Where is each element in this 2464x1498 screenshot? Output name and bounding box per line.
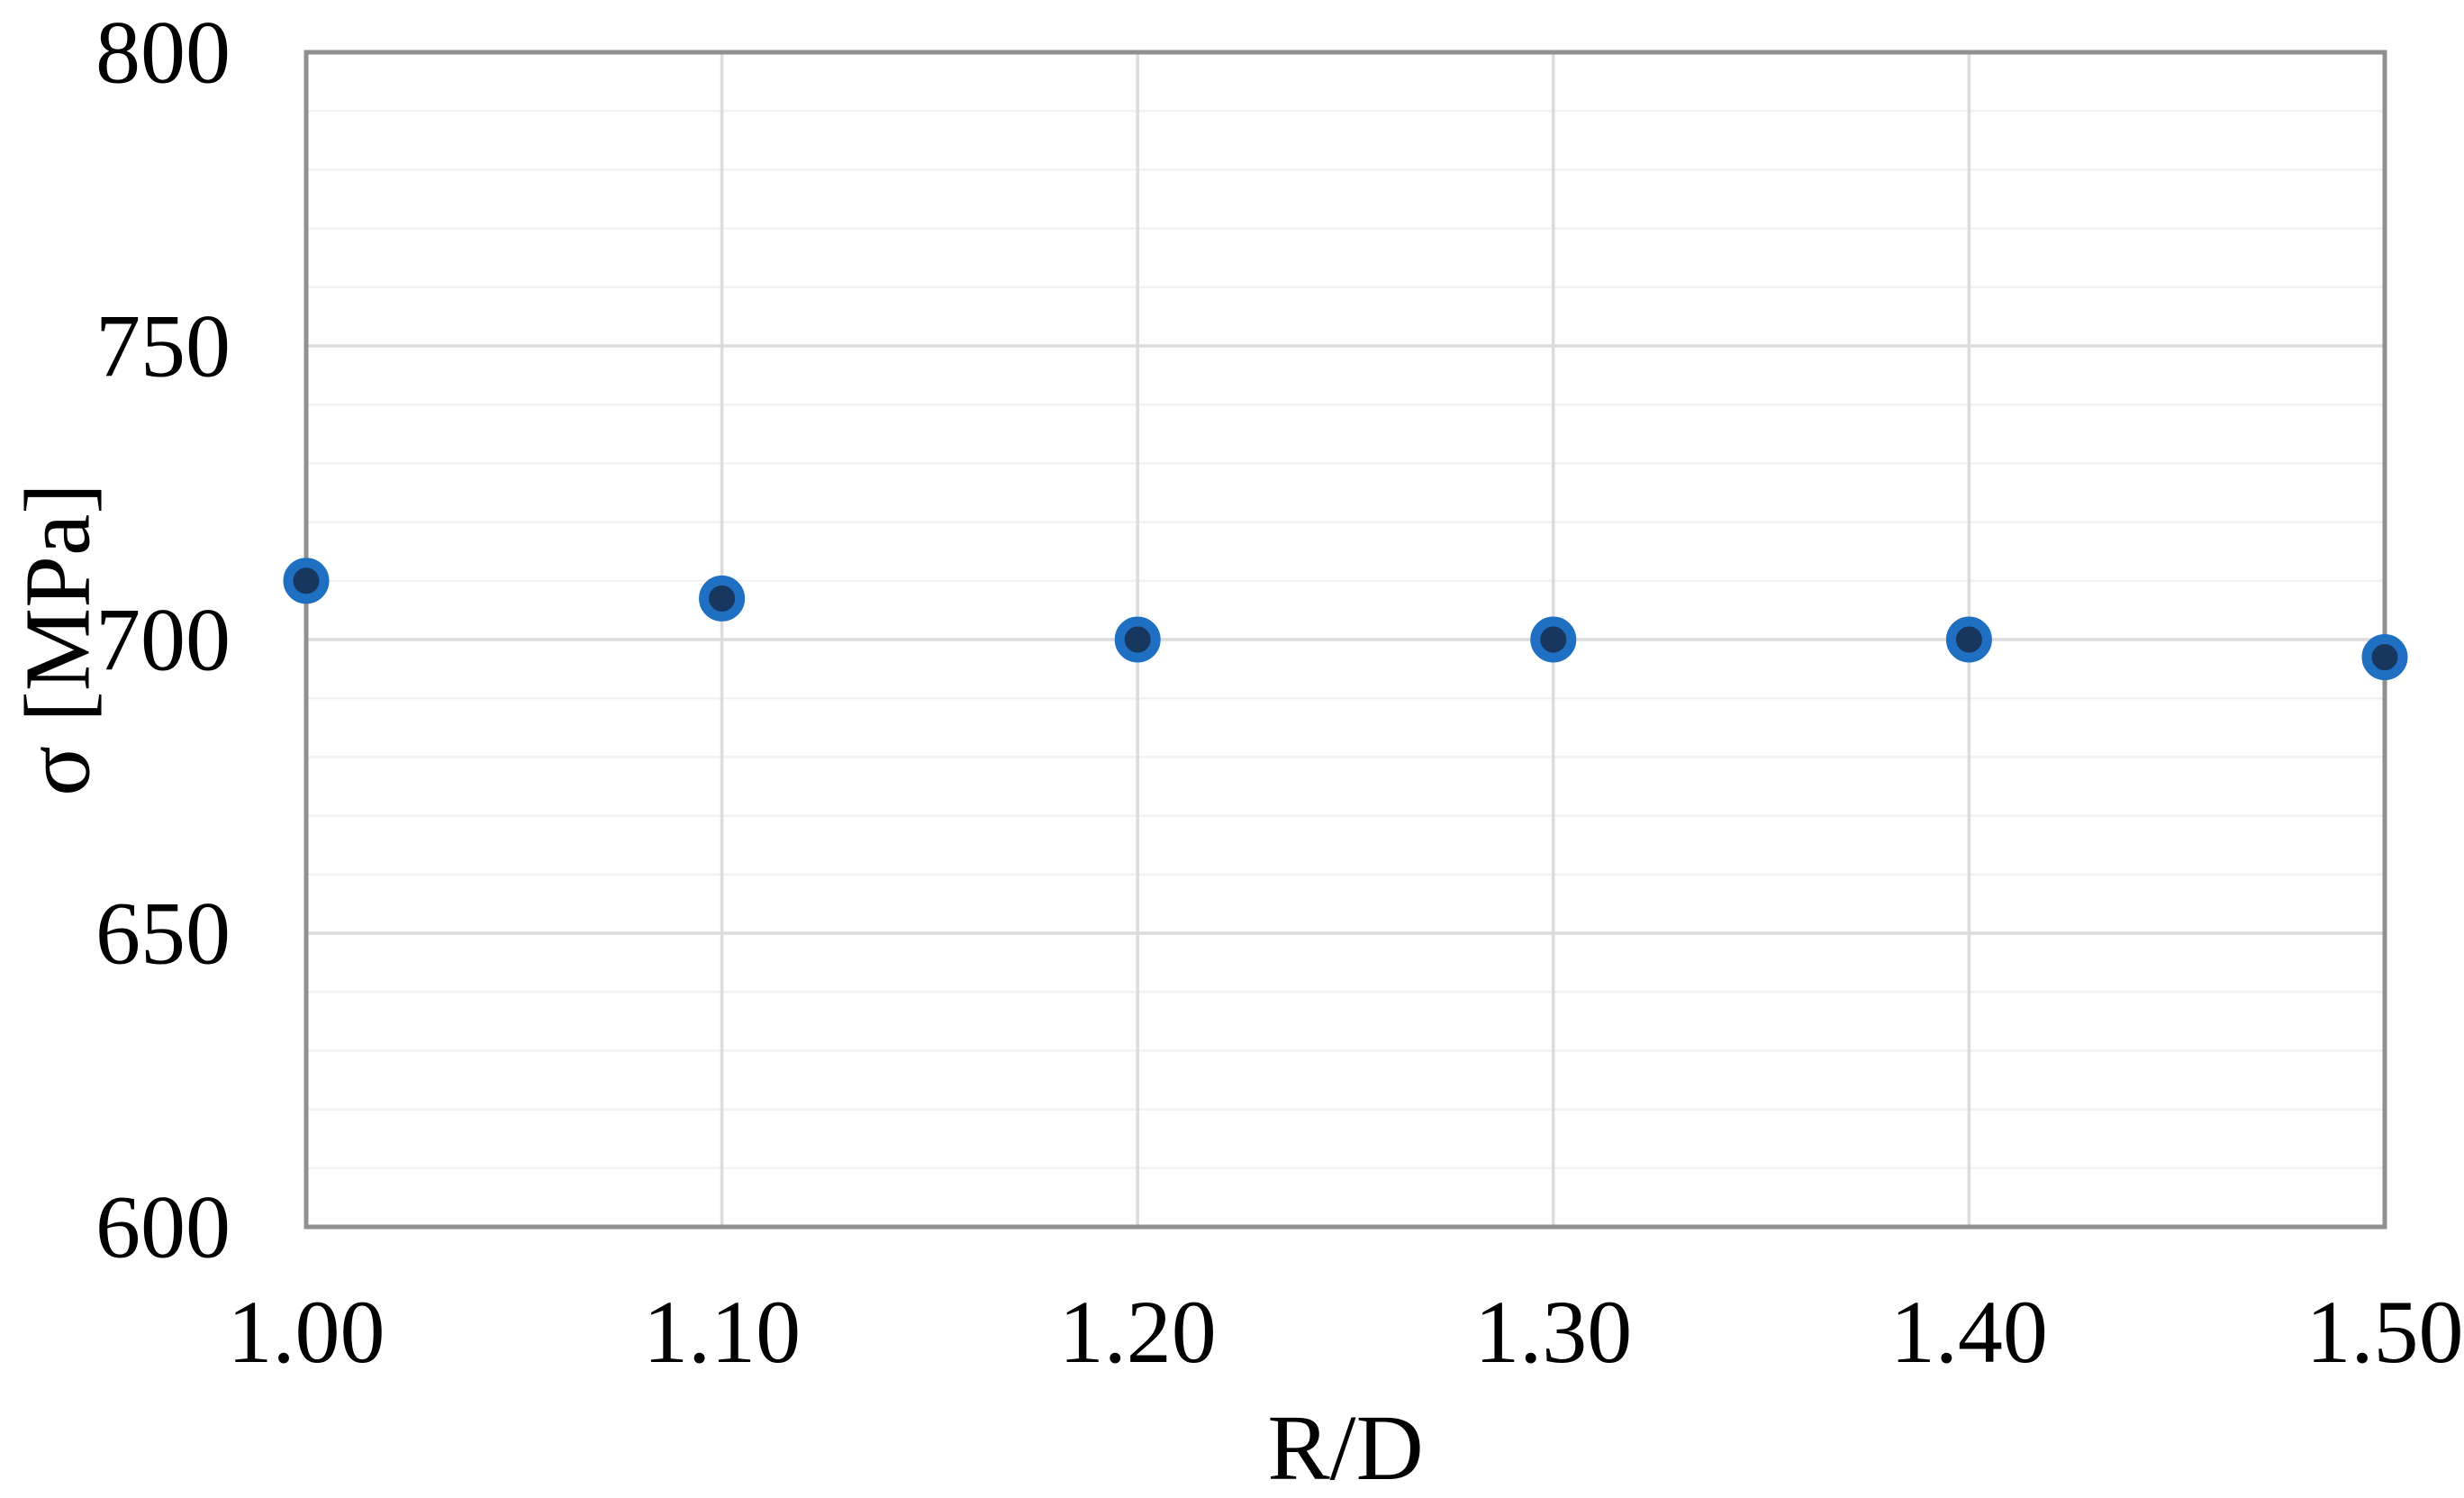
- y-tick-label: 750: [95, 296, 231, 396]
- data-point: [283, 558, 330, 604]
- data-point: [2361, 634, 2408, 681]
- data-points: [283, 558, 2408, 681]
- y-tick-label: 600: [95, 1177, 231, 1277]
- y-tick-label: 700: [95, 590, 231, 690]
- y-tick-label: 650: [95, 884, 231, 984]
- y-axis-title: σ [MPa]: [6, 483, 110, 796]
- x-tick-label: 1.40: [1890, 1282, 2048, 1382]
- x-tick-label: 1.00: [228, 1282, 385, 1382]
- data-point: [1945, 616, 1992, 663]
- x-tick-label: 1.10: [643, 1282, 801, 1382]
- data-point: [1530, 616, 1577, 663]
- minor-gridlines: [306, 109, 2385, 1170]
- x-tick-label: 1.50: [2306, 1282, 2464, 1382]
- data-point: [1114, 616, 1161, 663]
- y-tick-label: 800: [95, 3, 231, 103]
- x-axis-tick-labels: 1.00 1.10 1.20 1.30 1.40 1.50: [228, 1282, 2464, 1382]
- x-tick-label: 1.30: [1474, 1282, 1632, 1382]
- x-tick-label: 1.20: [1059, 1282, 1217, 1382]
- y-axis-tick-labels: 600 650 700 750 800: [95, 3, 231, 1277]
- x-axis-title: R/D: [1267, 1396, 1423, 1498]
- data-point: [699, 575, 746, 622]
